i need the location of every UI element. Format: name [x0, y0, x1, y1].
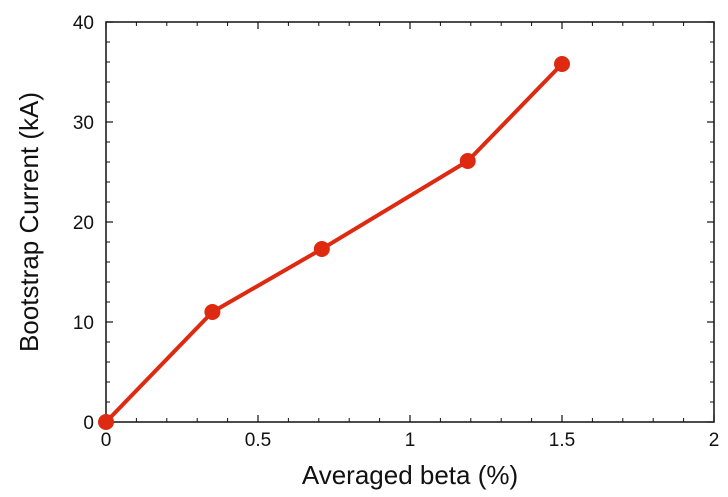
x-tick-label: 1.5: [549, 430, 575, 451]
y-tick-label: 20: [73, 213, 94, 234]
x-tick-label: 0.5: [245, 430, 271, 451]
y-tick-label: 30: [73, 113, 94, 134]
x-tick-label: 0: [101, 430, 112, 451]
x-tick-label: 1: [405, 430, 416, 451]
plot-frame: [105, 21, 715, 423]
series-line: [104, 62, 564, 424]
data-point: [204, 304, 221, 320]
series-layer: [98, 56, 570, 430]
data-point: [459, 153, 476, 169]
x-axis-title: Averaged beta (%): [302, 460, 518, 490]
y-axis-title: Bootstrap Current (kA): [14, 92, 44, 352]
x-axis-ticks: 0 0.5 1 1.5 2: [101, 22, 720, 451]
data-point: [554, 56, 570, 72]
y-axis-ticks: 0 10 20 30 40: [73, 13, 714, 434]
y-tick-label: 10: [73, 313, 94, 334]
y-tick-label: 0: [83, 413, 94, 434]
x-tick-label: 2: [709, 430, 720, 451]
data-point: [98, 414, 114, 430]
data-point: [313, 241, 330, 257]
y-tick-label: 40: [73, 13, 94, 34]
